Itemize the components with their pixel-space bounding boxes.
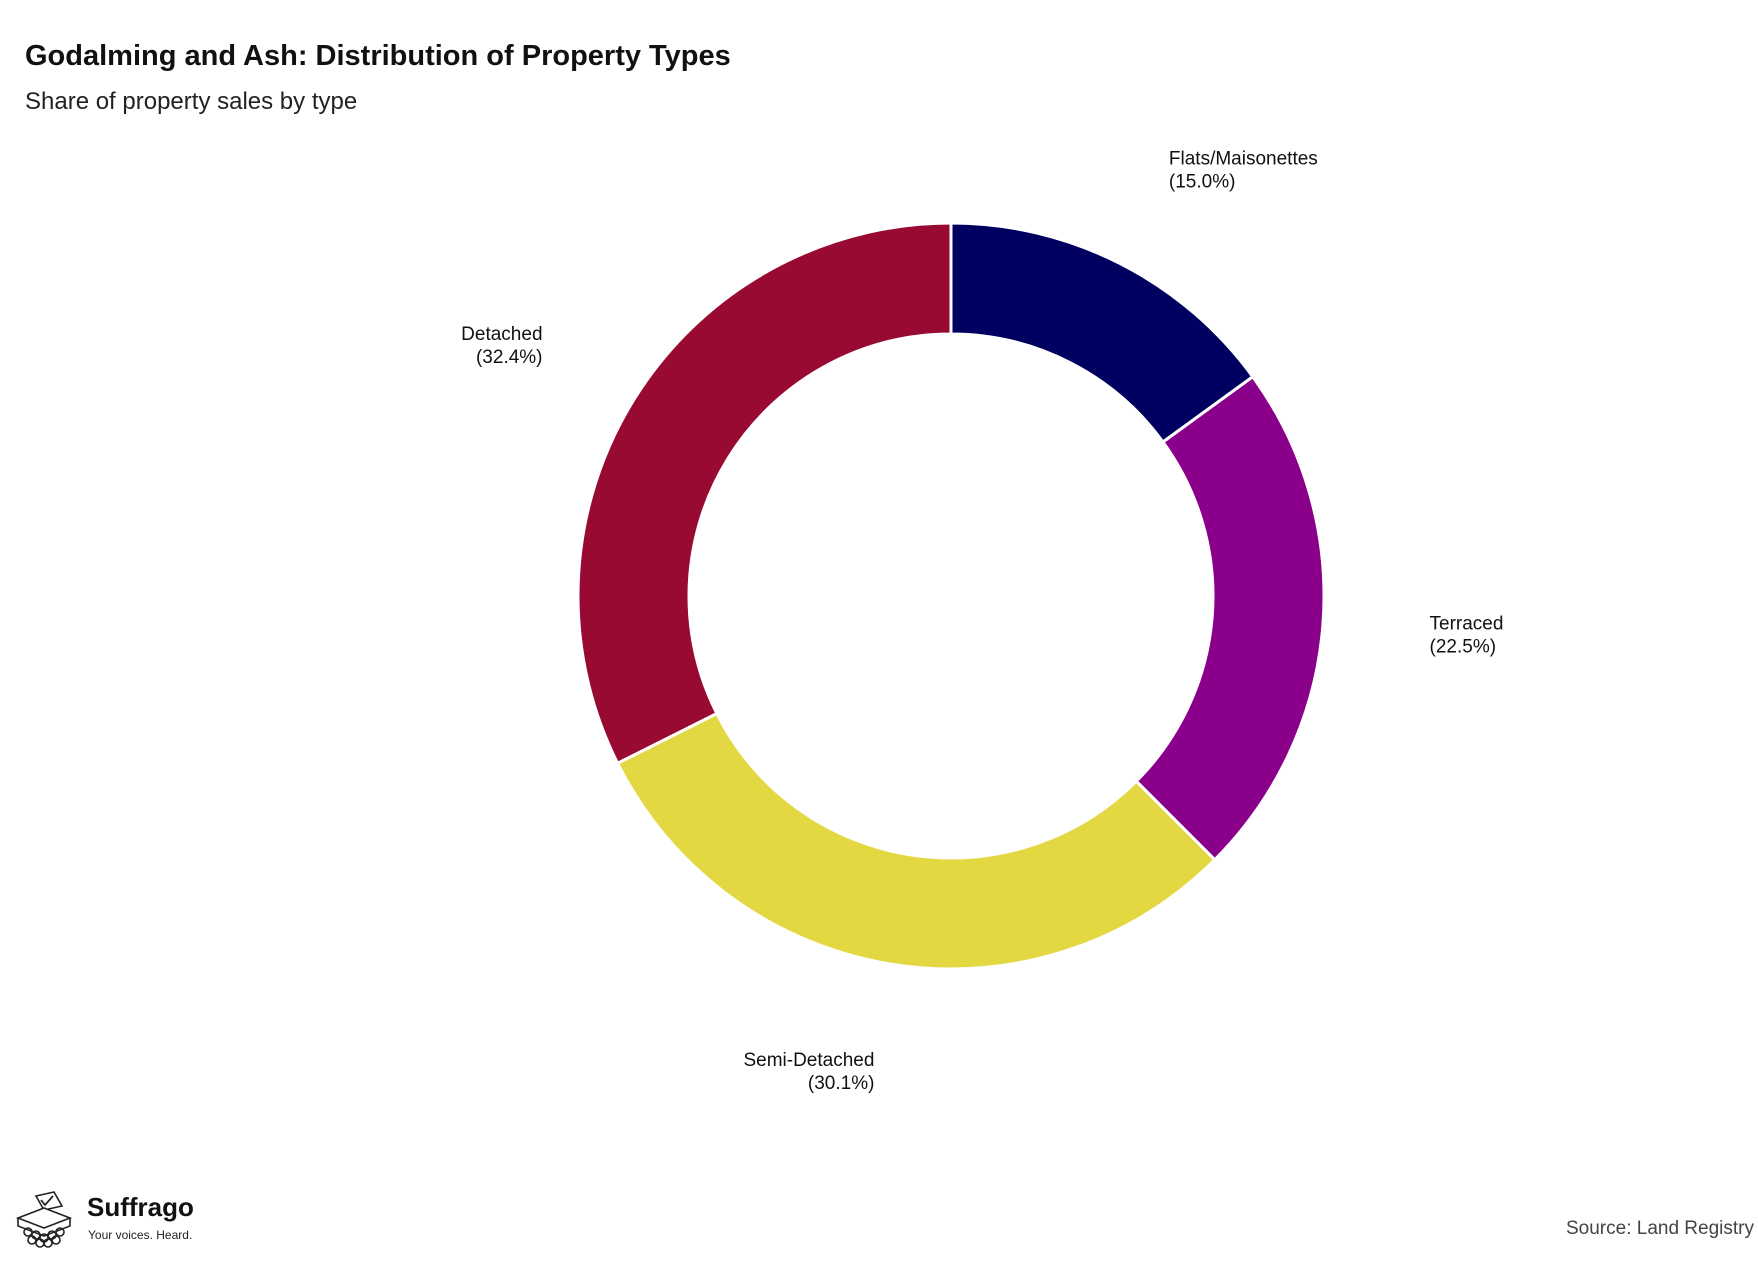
slice-percent-label: (15.0%) (1169, 171, 1236, 192)
chart-subtitle: Share of property sales by type (25, 88, 358, 115)
slice-percent-label: (22.5%) (1430, 637, 1497, 658)
donut-slice-detached (576, 221, 953, 766)
brand-tagline: Your voices. Heard. (88, 1228, 193, 1242)
slice-percent-label: (32.4%) (476, 347, 543, 368)
donut-slices (576, 221, 1326, 971)
donut-slice-terraced (1134, 374, 1326, 862)
slice-label-semi-detached: Semi-Detached (30.1%) (743, 1050, 874, 1094)
slice-category-label: Detached (461, 324, 542, 345)
slice-label-flats-maisonettes: Flats/Maisonettes (15.0%) (1169, 148, 1318, 192)
slice-label-terraced: Terraced (22.5%) (1430, 614, 1504, 658)
brand-name: Suffrago (87, 1192, 194, 1222)
chart-title: Godalming and Ash: Distribution of Prope… (25, 40, 731, 72)
ballot-box-logo-icon (15, 1191, 73, 1248)
source-note: Source: Land Registry (1566, 1218, 1754, 1239)
donut-slice-semi-detached (615, 711, 1217, 971)
slice-percent-label: (30.1%) (808, 1073, 875, 1094)
slice-label-detached: Detached (32.4%) (461, 324, 542, 368)
slice-category-label: Flats/Maisonettes (1169, 148, 1318, 169)
donut-labels: Flats/Maisonettes (15.0%) Terraced (22.5%) S… (461, 148, 1503, 1094)
slice-category-label: Terraced (1430, 614, 1504, 635)
slice-category-label: Semi-Detached (743, 1050, 874, 1071)
